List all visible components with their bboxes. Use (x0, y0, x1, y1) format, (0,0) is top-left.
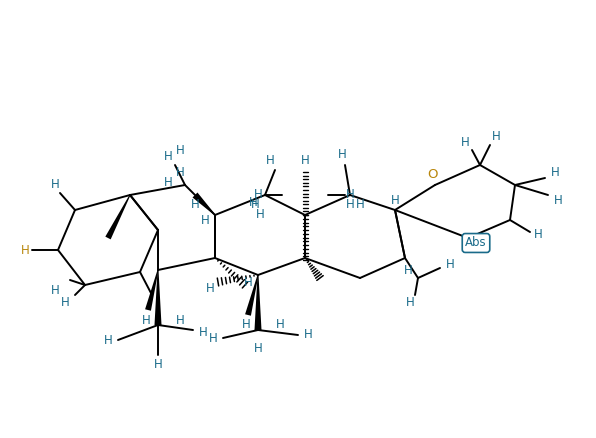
Text: H: H (241, 318, 250, 332)
Text: H: H (51, 179, 60, 191)
Text: H: H (164, 176, 172, 188)
Polygon shape (254, 275, 262, 330)
Text: H: H (266, 153, 274, 166)
Polygon shape (154, 270, 162, 325)
Text: H: H (176, 166, 184, 179)
Text: H: H (249, 195, 257, 208)
Text: H: H (61, 296, 69, 308)
Text: H: H (198, 326, 207, 339)
Polygon shape (245, 275, 259, 316)
Text: H: H (337, 148, 346, 162)
Text: H: H (21, 244, 29, 257)
Polygon shape (145, 270, 159, 311)
Text: H: H (154, 358, 162, 371)
Text: H: H (346, 198, 355, 212)
Text: H: H (256, 208, 265, 222)
Text: H: H (51, 283, 60, 297)
Text: H: H (346, 188, 355, 201)
Text: H: H (461, 137, 470, 149)
Text: H: H (104, 333, 113, 346)
Text: H: H (142, 314, 150, 326)
Text: H: H (446, 258, 454, 272)
Polygon shape (193, 193, 215, 215)
Text: H: H (251, 198, 259, 212)
Text: H: H (201, 213, 209, 226)
Text: H: H (300, 153, 309, 166)
Text: H: H (554, 194, 563, 206)
Text: H: H (164, 151, 172, 163)
Text: H: H (303, 328, 312, 342)
Text: H: H (406, 297, 414, 310)
Text: Abs: Abs (465, 237, 487, 250)
Text: H: H (533, 229, 542, 241)
Text: O: O (428, 169, 438, 181)
Text: H: H (176, 144, 184, 156)
Text: H: H (206, 282, 215, 294)
Text: H: H (209, 332, 218, 345)
Text: H: H (492, 131, 501, 144)
Text: H: H (390, 194, 399, 206)
Text: H: H (254, 188, 262, 201)
Text: H: H (176, 314, 184, 326)
Text: H: H (551, 166, 560, 179)
Text: H: H (356, 198, 364, 212)
Text: H: H (244, 276, 252, 289)
Text: H: H (191, 198, 200, 212)
Text: H: H (403, 264, 412, 276)
Text: H: H (275, 318, 284, 332)
Text: H: H (254, 342, 262, 354)
Polygon shape (105, 195, 131, 239)
